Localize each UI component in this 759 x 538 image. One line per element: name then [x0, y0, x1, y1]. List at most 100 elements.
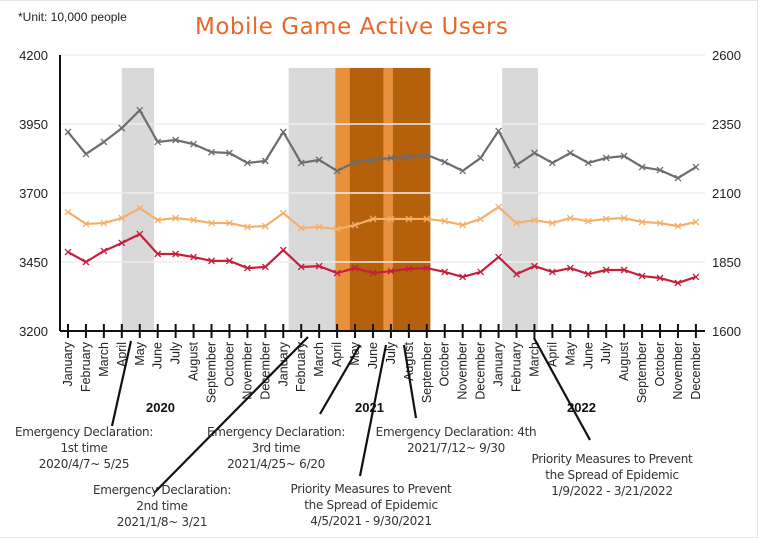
data-point-red-series	[333, 269, 341, 277]
annotation-line: Emergency Declaration:	[206, 425, 346, 439]
data-point-orange-series	[136, 204, 144, 212]
data-point-orange-series	[64, 208, 72, 216]
data-point-gray-series	[459, 167, 467, 175]
data-point-orange-series	[495, 203, 503, 211]
data-point-red-series	[243, 264, 251, 272]
x-axis-tick-label: December	[258, 342, 272, 400]
left-axis-tick-label: 3700	[19, 186, 48, 201]
data-point-gray-series	[369, 156, 377, 164]
annotation-priority-2022: Priority Measures to Prevent the Spread …	[526, 451, 698, 499]
annotation-line: 2nd time	[136, 499, 188, 513]
right-axis-tick-label: 1850	[712, 255, 741, 270]
series-line-gray-series	[67, 109, 697, 180]
x-axis-tick-label: September	[420, 342, 434, 403]
data-point-red-series	[692, 273, 700, 281]
x-axis-tick-label: October	[222, 342, 236, 386]
data-point-gray-series	[423, 151, 431, 159]
data-point-orange-series	[369, 215, 377, 223]
data-point-orange-series	[172, 214, 180, 222]
annotation-line: the Spread of Epidemic	[304, 498, 438, 512]
x-axis-tick-label: September	[635, 342, 649, 403]
data-point-red-series	[297, 263, 305, 271]
annotation-leader-line	[110, 340, 133, 427]
x-axis-tick-label: December	[689, 342, 703, 400]
data-point-gray-series	[495, 127, 503, 135]
annotation-line: Emergency Declaration:	[92, 483, 232, 497]
annotation-priority-2021: Priority Measures to Prevent the Spread …	[285, 481, 457, 529]
x-axis-tick-label: September	[205, 342, 219, 403]
x-axis-tick-label: January	[61, 341, 75, 386]
data-point-red-series	[548, 268, 556, 276]
shaded-period-priority-measures-2022	[502, 68, 539, 331]
data-point-gray-series	[513, 161, 520, 169]
data-point-gray-series	[638, 163, 646, 171]
data-point-gray-series	[602, 154, 610, 162]
data-point-orange-series	[530, 216, 538, 224]
annotation-emergency-1: Emergency Declaration: 1st time 2020/4/7…	[14, 424, 154, 472]
x-axis-tick-label: August	[617, 341, 631, 380]
chart-title: Mobile Game Active Users	[195, 14, 509, 40]
shaded-period-emergency-3	[349, 68, 384, 331]
annotation-line: 1st time	[60, 441, 108, 455]
data-point-orange-series	[674, 222, 682, 230]
annotation-line: Priority Measures to Prevent	[531, 452, 693, 466]
data-point-orange-series	[656, 219, 664, 227]
data-point-gray-series	[333, 167, 341, 175]
series-line-orange-series	[67, 205, 697, 231]
annotation-leader-line	[402, 344, 418, 419]
data-point-red-series	[82, 258, 90, 266]
x-axis-tick-label: November	[671, 342, 685, 400]
x-axis-tick-label: April	[115, 342, 129, 367]
data-point-gray-series	[405, 153, 413, 161]
data-point-gray-series	[620, 152, 628, 160]
annotation-leader-line	[533, 337, 591, 441]
year-label-2021: 2021	[355, 400, 384, 415]
data-point-gray-series	[279, 128, 287, 136]
data-point-red-series	[674, 279, 682, 287]
annotation-line: Priority Measures to Prevent	[290, 482, 452, 496]
left-axis-tick-label: 3950	[19, 117, 48, 132]
x-axis-tick-label: May	[563, 341, 577, 365]
x-axis-tick-label: June	[366, 342, 380, 369]
data-point-gray-series	[441, 158, 449, 166]
data-point-red-series	[477, 268, 485, 276]
annotation-line: 3rd time	[251, 441, 301, 455]
data-point-orange-series	[513, 219, 520, 227]
data-point-orange-series	[154, 216, 162, 224]
data-point-red-series	[405, 265, 413, 273]
x-axis-tick-label: March	[312, 342, 326, 377]
annotation-leader-line	[358, 344, 388, 477]
x-axis-tick-label: August	[187, 341, 201, 380]
data-point-orange-series	[405, 215, 413, 223]
data-point-orange-series	[602, 215, 610, 223]
data-point-orange-series	[279, 209, 287, 217]
data-point-orange-series	[226, 219, 233, 227]
data-point-red-series	[513, 270, 520, 278]
data-point-orange-series	[692, 218, 700, 226]
data-point-red-series	[100, 247, 108, 255]
annotation-leader-line	[319, 344, 361, 415]
data-point-gray-series	[154, 138, 162, 146]
annotation-line: 2021/7/12~ 9/30	[407, 441, 505, 455]
data-point-red-series	[566, 264, 574, 272]
data-point-red-series	[172, 250, 180, 258]
data-point-red-series	[441, 268, 449, 276]
x-axis-tick-label: March	[97, 342, 111, 377]
x-axis-tick-label: October	[653, 342, 667, 386]
data-point-gray-series	[584, 159, 592, 167]
data-point-red-series	[584, 270, 592, 278]
data-point-red-series	[226, 257, 233, 265]
data-point-gray-series	[261, 157, 269, 165]
x-axis-tick-label: April	[330, 342, 344, 367]
data-point-orange-series	[315, 223, 323, 231]
left-axis-tick-label: 4200	[19, 48, 48, 63]
data-point-gray-series	[208, 148, 215, 156]
data-point-red-series	[638, 272, 646, 280]
data-point-red-series	[118, 239, 126, 247]
data-point-red-series	[154, 250, 162, 258]
data-point-gray-series	[100, 138, 108, 146]
annotation-line: 2021/4/25~ 6/20	[227, 457, 325, 471]
data-point-gray-series	[477, 154, 485, 162]
annotation-line: Emergency Declaration: 4th	[375, 425, 537, 439]
data-point-red-series	[387, 267, 395, 275]
